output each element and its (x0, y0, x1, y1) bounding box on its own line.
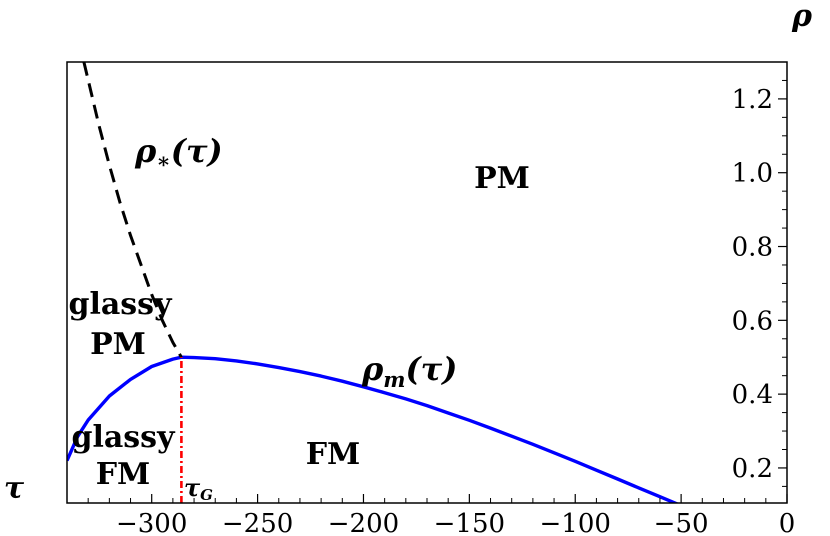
region-label-glassy-fm-line2: FM (96, 457, 151, 492)
rho-m-curve-label: ρm(τ) (361, 350, 457, 392)
region-label-fm: FM (306, 437, 361, 472)
y-tick-label: 0.8 (732, 233, 773, 263)
region-label-glassy-fm-line1: glassy (71, 420, 176, 455)
region-label-glassy-pm-line2: PM (90, 327, 146, 362)
y-axis-ticks: 0.2 0.4 0.6 0.8 1.0 1.2 (732, 61, 787, 487)
x-tick-label: −50 (654, 509, 709, 536)
tau-g-label: τG (184, 473, 213, 504)
x-tick-label: −300 (116, 509, 187, 536)
y-axis-label: ρ (791, 0, 813, 34)
plot-frame (66, 61, 788, 504)
x-axis-label: τ (4, 471, 25, 506)
x-tick-label: −150 (434, 509, 505, 536)
x-axis-ticks: −300 −250 −200 −150 −100 −50 0 (66, 494, 796, 536)
y-tick-label: 0.4 (732, 380, 773, 410)
region-label-pm: PM (474, 161, 530, 196)
x-tick-label: −100 (540, 509, 611, 536)
curves-layer (67, 62, 680, 503)
x-tick-label: −200 (328, 509, 399, 536)
rho-star-curve-label: ρ∗(τ) (134, 132, 223, 173)
x-tick-label: −250 (222, 509, 293, 536)
y-tick-label: 1.0 (732, 159, 773, 189)
x-tick-label: 0 (779, 509, 796, 536)
region-label-glassy-pm-line1: glassy (68, 287, 173, 322)
y-tick-label: 0.2 (732, 454, 773, 484)
y-tick-label: 1.2 (732, 85, 773, 115)
y-tick-label: 0.6 (732, 306, 773, 336)
series-line-0 (67, 355, 680, 503)
